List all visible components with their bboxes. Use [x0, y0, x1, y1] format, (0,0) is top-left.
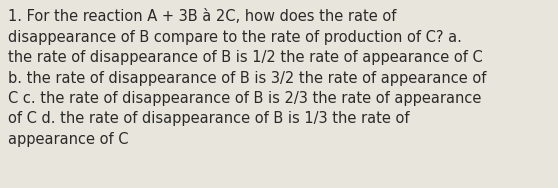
Text: 1. For the reaction A + 3B à 2C, how does the rate of
disappearance of B compare: 1. For the reaction A + 3B à 2C, how doe… — [8, 9, 487, 147]
